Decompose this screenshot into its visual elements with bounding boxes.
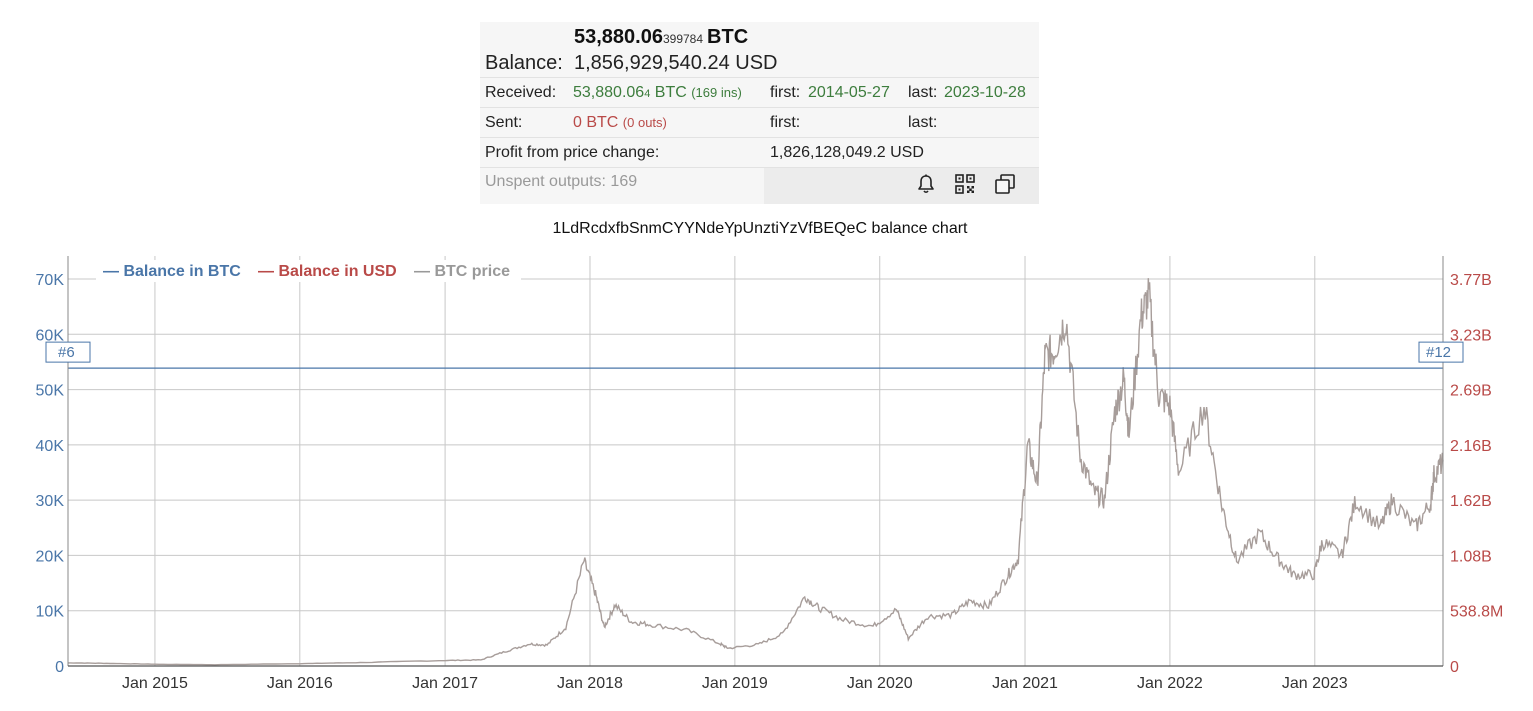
actions-background <box>764 168 1039 204</box>
received-unit: BTC <box>654 84 687 101</box>
sent-row: Sent: 0 BTC (0 outs) first: last: <box>480 108 1039 138</box>
x-tick-label: Jan 2019 <box>702 675 768 692</box>
y-right-tick-label: 2.16B <box>1450 438 1492 455</box>
received-last-date: 2023-10-28 <box>944 84 1026 101</box>
btc-price-line <box>68 278 1444 666</box>
x-tick-label: Jan 2020 <box>847 675 913 692</box>
chart-title: 1LdRcdxfbSnmCYYNdeYpUnztiYzVfBEQeC balan… <box>552 220 968 237</box>
sent-value: 0 BTC <box>573 114 619 131</box>
x-tick-label: Jan 2016 <box>267 675 333 692</box>
received-row: Received: 53,880.064 BTC (169 ins) first… <box>480 78 1039 108</box>
y-left-tick-label: 0 <box>55 659 64 676</box>
unspent-row: Unspent outputs: 169 <box>480 168 1039 204</box>
y-left-tick-label: 70K <box>36 272 65 289</box>
sent-last-label: last: <box>908 114 938 131</box>
address-summary-panel: 53,880.06399784 BTC Balance: 1,856,929,54… <box>480 22 1039 204</box>
sent-first-label: first: <box>770 114 801 131</box>
y-right-tick-label: 1.08B <box>1450 548 1492 565</box>
x-tick-label: Jan 2018 <box>557 675 623 692</box>
balance-btc-unit: BTC <box>707 26 749 48</box>
balance-btc: 53,880.06399784 BTC <box>574 26 748 49</box>
sent-label: Sent: <box>485 114 523 131</box>
profit-row: Profit from price change: 1,826,128,049.… <box>480 138 1039 168</box>
balance-usd: 1,856,929,540.24 USD <box>574 52 778 74</box>
chart-flags[interactable]: #6 #12 <box>45 341 1464 363</box>
y-left-tick-label: 60K <box>36 327 65 344</box>
chart-legend[interactable]: — Balance in BTC — Balance in USD — BTC pr… <box>96 260 521 282</box>
received-first-label: first: <box>770 84 801 101</box>
balance-btc-fraction: 399784 <box>662 32 704 46</box>
y-right-tick-label: 3.23B <box>1450 327 1492 344</box>
copy-icon[interactable] <box>993 172 1017 196</box>
balance-label: Balance: <box>485 52 563 74</box>
received-label: Received: <box>485 84 557 101</box>
btc-price-series <box>68 278 1444 666</box>
balance-header-row: 53,880.06399784 BTC Balance: 1,856,929,54… <box>480 22 1039 78</box>
sent-amount: 0 BTC (0 outs) <box>573 108 667 137</box>
flag-left-box[interactable] <box>45 341 91 363</box>
unspent-outputs[interactable]: Unspent outputs: 169 <box>485 173 638 190</box>
qr-code-icon[interactable] <box>953 172 977 196</box>
y-right-tick-label: 1.62B <box>1450 493 1492 510</box>
x-tick-label: Jan 2017 <box>412 675 478 692</box>
y-left-tick-label: 40K <box>36 438 65 455</box>
x-tick-label: Jan 2023 <box>1282 675 1348 692</box>
received-first-date: 2014-05-27 <box>808 84 890 101</box>
x-tick-label: Jan 2021 <box>992 675 1058 692</box>
profit-label: Profit from price change: <box>485 144 660 161</box>
legend-background <box>96 260 521 282</box>
y-left-tick-label: 20K <box>36 548 65 565</box>
bell-icon[interactable] <box>914 172 938 196</box>
legend-item[interactable]: — Balance in USD <box>258 263 397 280</box>
legend-item[interactable]: — Balance in BTC <box>103 263 241 280</box>
x-tick-label: Jan 2022 <box>1137 675 1203 692</box>
received-main: 53,880.06 <box>573 84 645 101</box>
y-right-tick-label: 538.8M <box>1450 604 1503 621</box>
sent-outs: (0 outs) <box>622 115 667 130</box>
received-last-label: last: <box>908 84 938 101</box>
received-ins: (169 ins) <box>691 85 742 100</box>
flag-right-label[interactable]: #12 <box>1426 344 1451 361</box>
balance-chart: 0 0 10K 538.8M 20K 1.08B 30K 1.62B 40K 2.16B 50K 2.… <box>36 256 1503 692</box>
profit-value: 1,826,128,049.2 USD <box>770 144 924 161</box>
y-right-tick-label: 3.77B <box>1450 272 1492 289</box>
chart-grid <box>68 256 1443 666</box>
chart-axes: 0 0 10K 538.8M 20K 1.08B 30K 1.62B 40K 2.16B 50K 2.… <box>36 256 1503 692</box>
flag-right-box[interactable] <box>1418 341 1464 363</box>
x-tick-label: Jan 2015 <box>122 675 188 692</box>
y-right-tick-label: 0 <box>1450 659 1459 676</box>
y-right-tick-label: 2.69B <box>1450 383 1492 400</box>
y-left-tick-label: 10K <box>36 604 65 621</box>
received-fraction: 4 <box>644 88 651 100</box>
y-left-tick-label: 50K <box>36 383 65 400</box>
balance-btc-main: 53,880.06 <box>574 26 663 48</box>
received-amount: 53,880.064 BTC (169 ins) <box>573 78 742 109</box>
legend-item[interactable]: — BTC price <box>414 263 510 280</box>
flag-left-label[interactable]: #6 <box>58 344 75 361</box>
y-left-tick-label: 30K <box>36 493 65 510</box>
